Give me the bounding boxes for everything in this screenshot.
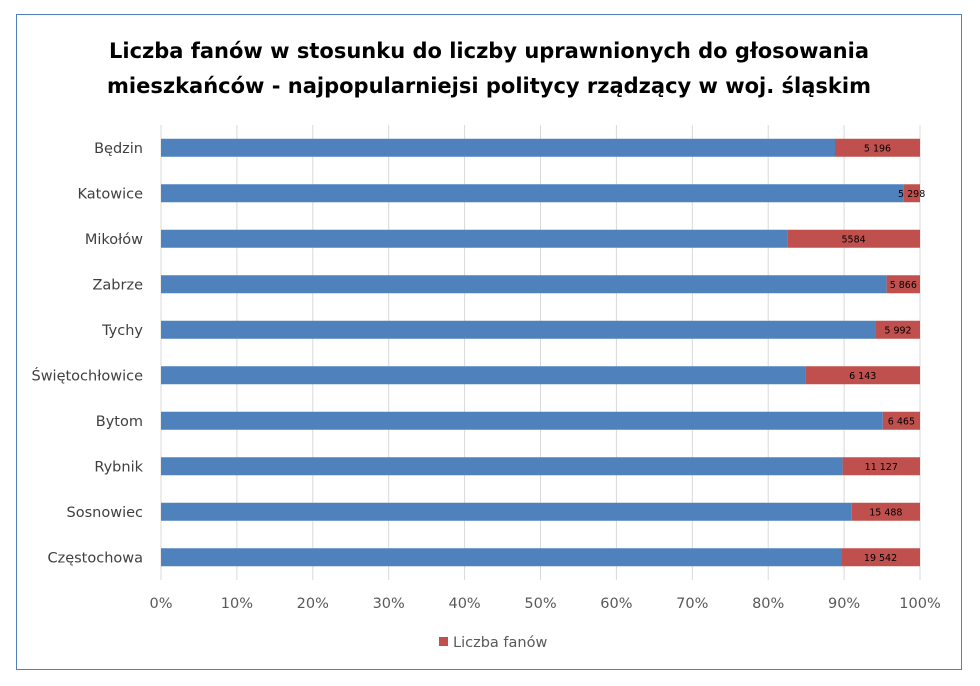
category-label: Tychy <box>101 323 143 339</box>
category-label: Sosnowiec <box>67 505 143 521</box>
x-tick-label: 0% <box>149 596 172 612</box>
bar-segment <box>851 502 920 521</box>
data-label: 5 866 <box>890 280 917 291</box>
bar-segment <box>161 457 843 476</box>
bar-segment <box>875 320 920 339</box>
bar-segment <box>805 366 920 385</box>
data-label: 6 465 <box>888 416 915 427</box>
category-label: Zabrze <box>92 277 143 293</box>
x-tick-label: 10% <box>221 596 253 612</box>
bar-segment <box>882 411 920 430</box>
chart-title: Liczba fanów w stosunku do liczby uprawn… <box>16 34 962 104</box>
category-label: Bytom <box>96 414 143 430</box>
data-label: 5 992 <box>884 325 911 336</box>
x-tick-label: 70% <box>676 596 708 612</box>
x-tick-label: 60% <box>600 596 632 612</box>
chart-title-line-1: Liczba fanów w stosunku do liczby uprawn… <box>108 39 869 63</box>
chart-title-line-2: mieszkańców - najpopularniejsi politycy … <box>107 74 871 98</box>
category-label: Rybnik <box>94 459 143 475</box>
data-label: 19 542 <box>864 553 897 564</box>
bar-segment <box>787 229 920 248</box>
data-label: 5584 <box>841 234 865 245</box>
bar-segment <box>161 275 887 294</box>
bar-segment <box>161 184 904 203</box>
bar-segment <box>161 366 806 385</box>
bar-segment <box>161 229 788 248</box>
x-tick-label: 20% <box>297 596 329 612</box>
bar-segment <box>903 184 920 203</box>
data-label: 6 143 <box>849 371 876 382</box>
legend-label: Liczba fanów <box>453 635 547 651</box>
category-label: Świętochłowice <box>31 366 143 384</box>
x-tick-label: 40% <box>448 596 480 612</box>
bar-segment <box>886 275 920 294</box>
data-label: 5 298 <box>898 189 925 200</box>
legend-swatch <box>439 637 448 646</box>
bar-segment <box>161 502 852 521</box>
category-label: Katowice <box>78 186 144 202</box>
category-label: Będzin <box>94 141 143 157</box>
bar-segment <box>834 138 920 157</box>
data-label: 15 488 <box>869 507 902 518</box>
x-tick-label: 100% <box>899 596 940 612</box>
category-label: Mikołów <box>85 232 143 248</box>
bar-segment <box>161 411 883 430</box>
x-tick-label: 90% <box>828 596 860 612</box>
category-label: Częstochowa <box>47 550 143 566</box>
data-label: 11 127 <box>865 462 898 473</box>
bar-segment <box>161 548 842 567</box>
bar-segment <box>841 548 920 567</box>
bar-segment <box>161 320 876 339</box>
data-label: 5 196 <box>864 143 891 154</box>
bar-segment <box>161 138 835 157</box>
x-tick-label: 30% <box>373 596 405 612</box>
bar-segment <box>842 457 920 476</box>
x-tick-label: 50% <box>524 596 556 612</box>
x-tick-label: 80% <box>752 596 784 612</box>
